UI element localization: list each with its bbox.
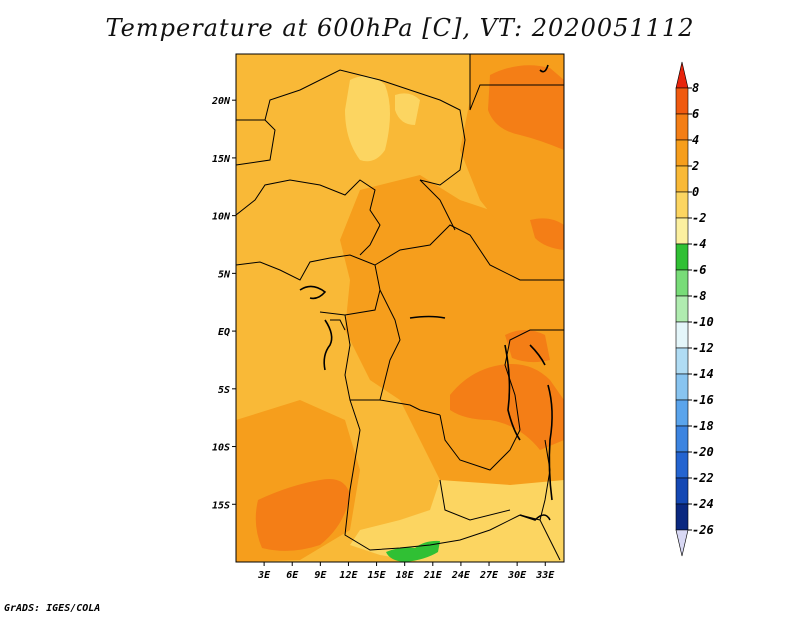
lon-tick-label: 27E xyxy=(479,570,499,581)
colorbar-label: 4 xyxy=(692,133,699,147)
colorbar-segment xyxy=(675,61,689,89)
lat-labels: 20N 15N 10N 5N EQ 5S 10S 15S xyxy=(211,96,231,511)
lon-tick-label: 33E xyxy=(535,570,555,581)
colorbar-segment xyxy=(675,217,689,245)
grads-credit: GrADS: IGES/COLA xyxy=(4,603,101,614)
colorbar-segment xyxy=(675,451,689,479)
lon-tick-label: 12E xyxy=(339,570,358,581)
lat-tick-label: 10S xyxy=(212,443,230,454)
lat-tick-label: EQ xyxy=(218,327,230,338)
colorbar-segment xyxy=(675,347,689,375)
colorbar-label: -6 xyxy=(692,263,706,277)
lon-tick-label: 30E xyxy=(507,570,527,581)
lon-tick-label: 6E xyxy=(286,570,299,581)
colorbar-label: 0 xyxy=(692,185,699,199)
lon-tick-label: 21E xyxy=(423,570,443,581)
colorbar-label: -4 xyxy=(692,237,706,251)
axis-ticks xyxy=(232,99,546,566)
lat-tick-label: 15N xyxy=(212,154,231,165)
colorbar-label: 8 xyxy=(692,81,699,95)
colorbar-segment xyxy=(675,477,689,505)
colorbar-segment xyxy=(675,269,689,297)
lon-tick-label: 15E xyxy=(368,570,387,581)
colorbar-segment xyxy=(675,321,689,349)
map-title: Temperature at 600hPa [C], VT: 202005111… xyxy=(105,14,695,42)
country-borders xyxy=(236,54,564,561)
colorbar-label: -16 xyxy=(692,393,714,407)
colorbar-segment xyxy=(675,139,689,167)
lon-tick-label: 3E xyxy=(257,570,271,581)
lon-tick-label: 24E xyxy=(451,570,471,581)
map-frame xyxy=(235,53,565,563)
lat-tick-label: 15S xyxy=(212,500,230,511)
colorbar-label: -18 xyxy=(692,419,714,433)
lat-tick-label: 5N xyxy=(218,269,231,280)
colorbar-segment xyxy=(675,529,689,557)
temperature-field xyxy=(236,54,564,562)
colorbar-label: -14 xyxy=(692,367,714,381)
lat-tick-label: 5S xyxy=(218,385,230,396)
lakes-coast xyxy=(299,64,553,521)
colorbar-segment xyxy=(675,373,689,401)
colorbar-segment xyxy=(675,113,689,141)
colorbar-label: -2 xyxy=(692,211,706,225)
lat-tick-label: 10N xyxy=(212,212,231,223)
colorbar-label: -12 xyxy=(692,341,714,355)
colorbar-segment xyxy=(675,165,689,193)
colorbar-segment xyxy=(675,503,689,531)
lat-tick-label: 20N xyxy=(211,96,231,107)
lon-labels: 3E 6E 9E 12E 15E 18E 21E 24E 27E 30E 33E xyxy=(257,570,555,581)
colorbar-segment xyxy=(675,191,689,219)
colorbar-segment xyxy=(675,243,689,271)
colorbar-segment xyxy=(675,425,689,453)
lon-tick-label: 18E xyxy=(396,570,415,581)
colorbar xyxy=(675,61,692,557)
colorbar-label: 2 xyxy=(691,159,699,173)
colorbar-segment xyxy=(675,399,689,427)
colorbar-segment xyxy=(675,295,689,323)
colorbar-label: -10 xyxy=(692,315,714,329)
colorbar-label: -22 xyxy=(692,471,714,485)
colorbar-label: -26 xyxy=(692,523,714,537)
colorbar-label: 6 xyxy=(692,107,699,121)
colorbar-labels: 8 6 4 2 0 -2 -4 -6 -8 -10 -12 -14 -16 -18 -20 -22 -24 -26 xyxy=(691,81,714,537)
colorbar-label: -20 xyxy=(692,445,714,459)
colorbar-label: -24 xyxy=(692,497,714,511)
colorbar-label: -8 xyxy=(692,289,706,303)
lon-tick-label: 9E xyxy=(314,570,327,581)
colorbar-segment xyxy=(675,87,689,115)
